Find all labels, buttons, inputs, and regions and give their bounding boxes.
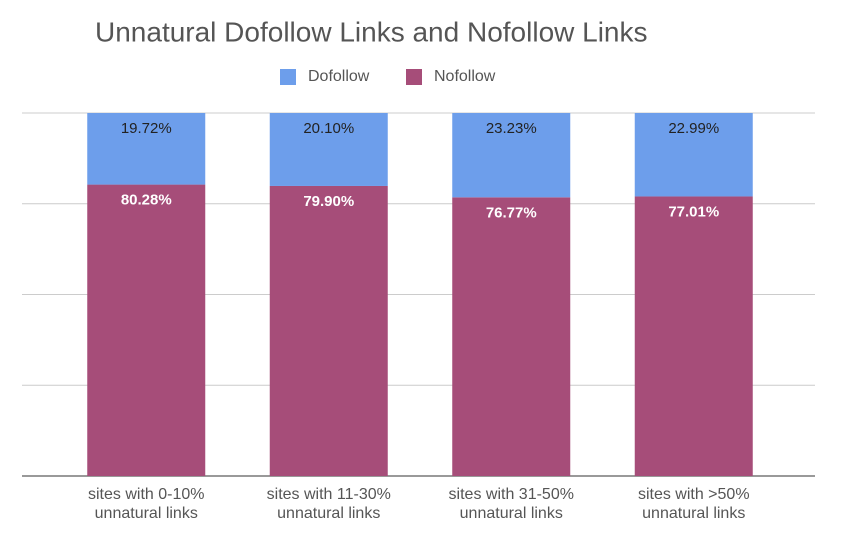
data-label: 79.90% xyxy=(303,193,354,210)
bar-segment xyxy=(634,196,753,476)
data-label: 19.72% xyxy=(121,120,172,137)
data-label: 80.28% xyxy=(121,192,172,209)
bar-segment xyxy=(87,113,206,185)
data-label: 76.77% xyxy=(486,204,537,221)
bar-segment xyxy=(452,113,571,198)
bar-segment xyxy=(269,113,388,186)
bar-segment xyxy=(634,113,753,197)
data-label: 77.01% xyxy=(668,203,719,220)
x-tick-label: sites with >50% unnatural links xyxy=(637,486,750,522)
legend-swatch xyxy=(406,69,422,85)
chart-title: Unnatural Dofollow Links and Nofollow Li… xyxy=(95,16,648,47)
legend-label: Dofollow xyxy=(308,68,370,85)
data-label: 23.23% xyxy=(486,120,537,137)
x-tick-label: sites with 31-50% unnatural links xyxy=(448,486,574,522)
legend-swatch xyxy=(280,69,296,85)
bar-segment xyxy=(87,184,206,476)
legend-label: Nofollow xyxy=(434,68,496,85)
data-label: 22.99% xyxy=(668,120,719,137)
x-tick-label: sites with 11-30% unnatural links xyxy=(266,486,391,522)
x-tick-label: sites with 0-10% unnatural links xyxy=(88,486,205,522)
bar-segment xyxy=(452,197,571,477)
data-label: 20.10% xyxy=(303,120,354,137)
bar-segment xyxy=(269,185,388,476)
